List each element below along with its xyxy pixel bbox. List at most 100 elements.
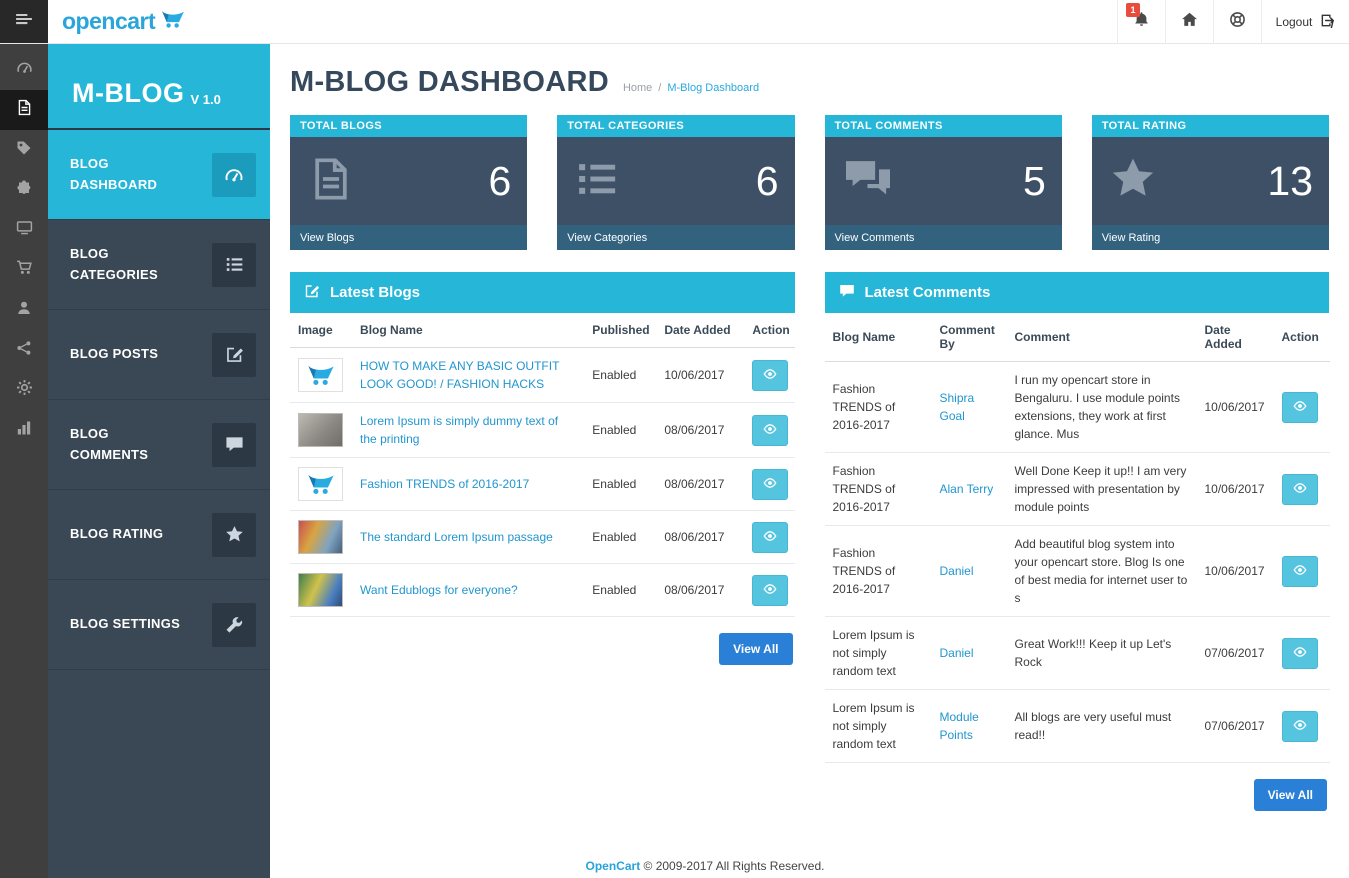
rail-item-catalog[interactable]	[0, 130, 48, 170]
breadcrumb-home-link[interactable]: Home	[622, 82, 653, 94]
sidebar-item-blog-categories[interactable]: BLOG CATEGORIES	[48, 220, 270, 310]
date-added: 10/06/2017	[656, 347, 745, 403]
sidebar-item-blog-comments[interactable]: BLOG COMMENTS	[48, 400, 270, 490]
comment-row: Lorem Ipsum is not simply random text Da…	[824, 616, 1330, 690]
rail-item-extensions[interactable]	[0, 170, 48, 210]
tile-value: 5	[1022, 157, 1046, 204]
rail-item-blog[interactable]	[0, 90, 48, 130]
file-icon	[308, 156, 354, 207]
copyright-text: © 2009-2017 All Rights Reserved.	[640, 859, 825, 873]
view-blog-button[interactable]	[752, 521, 789, 553]
view-comment-button[interactable]	[1281, 391, 1318, 423]
file-icon	[16, 99, 33, 121]
rail-item-reports[interactable]	[0, 410, 48, 450]
comment-text: All blogs are very useful must read!!	[1006, 689, 1197, 763]
monitor-icon	[16, 219, 33, 241]
notifications-button[interactable]: 1	[1117, 0, 1165, 43]
latest-comments-table: Blog Name Comment By Comment Date Added …	[824, 313, 1330, 763]
comment-author-link[interactable]: Daniel	[939, 646, 974, 660]
sidebar-item-blog-posts[interactable]: BLOG POSTS	[48, 310, 270, 400]
view-comment-button[interactable]	[1281, 473, 1318, 505]
rail-item-system[interactable]	[0, 370, 48, 410]
comments-icon	[843, 157, 893, 206]
comment-author-link[interactable]: Alan Terry	[939, 482, 994, 496]
view-blogs-link[interactable]: View Blogs	[290, 225, 528, 250]
view-blog-button[interactable]	[752, 468, 789, 500]
comment-row: Lorem Ipsum is not simply random text Mo…	[824, 689, 1330, 763]
view-blog-button[interactable]	[752, 359, 789, 391]
tile-value: 6	[488, 157, 512, 204]
blog-name-link[interactable]: The standard Lorem Ipsum passage	[360, 530, 553, 544]
blog-name-link[interactable]: HOW TO MAKE ANY BASIC OUTFIT LOOK GOOD! …	[360, 359, 560, 391]
share-icon	[16, 340, 32, 361]
blog-thumbnail	[298, 573, 343, 607]
logout-button[interactable]: Logout	[1261, 0, 1349, 43]
view-comment-button[interactable]	[1281, 637, 1318, 669]
eye-icon	[1292, 480, 1308, 499]
view-comment-button[interactable]	[1281, 555, 1318, 587]
blog-row: Fashion TRENDS of 2016-2017 Enabled 08/0…	[290, 457, 795, 511]
rail-item-marketing[interactable]	[0, 330, 48, 370]
view-blog-button[interactable]	[752, 574, 789, 606]
view-comment-button[interactable]	[1281, 710, 1318, 742]
view-blog-button[interactable]	[752, 414, 789, 446]
home-icon	[1181, 11, 1198, 33]
date-added: 08/06/2017	[656, 563, 745, 617]
breadcrumb: Home / M-Blog Dashboard	[623, 82, 759, 94]
support-button[interactable]	[1213, 0, 1261, 43]
comment-text: Great Work!!! Keep it up Let's Rock	[1006, 616, 1197, 690]
sidebar-item-label: BLOG COMMENTS	[70, 426, 149, 462]
list-icon	[575, 157, 619, 206]
rail-item-design[interactable]	[0, 210, 48, 250]
comment-author-link[interactable]: Daniel	[939, 564, 974, 578]
comment-author-link[interactable]: Module Points	[939, 710, 979, 742]
blog-row: Lorem Ipsum is simply dummy text of the …	[290, 402, 795, 458]
eye-icon	[1292, 562, 1308, 581]
eye-icon	[1292, 644, 1308, 663]
column-header: Image	[290, 313, 353, 348]
latest-blogs-panel: Latest Blogs Image Blog Name Published D…	[290, 272, 795, 665]
column-header: Comment By	[931, 313, 1007, 362]
cart-icon	[16, 259, 33, 281]
bar-chart-icon	[16, 420, 32, 441]
sidebar-item-blog-dashboard[interactable]: BLOG DASHBOARD	[48, 130, 270, 220]
life-ring-icon	[1229, 11, 1246, 33]
comment-author-link[interactable]: Shipra Goal	[939, 391, 975, 423]
eye-icon	[762, 581, 778, 600]
blog-name-link[interactable]: Lorem Ipsum is simply dummy text of the …	[360, 414, 559, 446]
opencart-logo[interactable]: opencart	[48, 0, 186, 43]
mblog-brand[interactable]: M-BLOG V 1.0	[48, 44, 270, 130]
comment-icon	[212, 422, 256, 467]
home-button[interactable]	[1165, 0, 1213, 43]
published-status: Enabled	[584, 457, 657, 511]
view-all-blogs-button[interactable]: View All	[719, 633, 793, 665]
blog-row: The standard Lorem Ipsum passage Enabled…	[290, 510, 795, 564]
rail-item-customers[interactable]	[0, 290, 48, 330]
sidebar-toggle-button[interactable]	[0, 0, 48, 43]
published-status: Enabled	[584, 402, 657, 458]
sidebar-item-blog-rating[interactable]: BLOG RATING	[48, 490, 270, 580]
view-all-comments-button[interactable]: View All	[1253, 779, 1327, 811]
comment-blog-name: Lorem Ipsum is not simply random text	[824, 616, 932, 690]
tile-value: 13	[1267, 157, 1313, 204]
brand-version: V 1.0	[190, 92, 221, 107]
brand-name: M-BLOG	[72, 78, 185, 108]
breadcrumb-current[interactable]: M-Blog Dashboard	[667, 82, 760, 94]
view-categories-link[interactable]: View Categories	[557, 225, 795, 250]
blog-name-link[interactable]: Want Edublogs for everyone?	[360, 583, 518, 597]
eye-icon	[1292, 398, 1308, 417]
latest-comments-panel: Latest Comments Blog Name Comment By Com…	[824, 272, 1330, 811]
view-comments-link[interactable]: View Comments	[824, 225, 1062, 250]
topbar-spacer	[186, 0, 1117, 43]
rail-item-dashboard[interactable]	[0, 50, 48, 90]
rail-item-sales[interactable]	[0, 250, 48, 290]
blog-thumbnail	[298, 520, 343, 554]
published-status: Enabled	[584, 347, 657, 403]
blog-name-link[interactable]: Fashion TRENDS of 2016-2017	[360, 477, 530, 491]
comment-text: Add beautiful blog system into your open…	[1006, 525, 1197, 617]
topbar: opencart 1 Logout	[0, 0, 1349, 44]
comment-text: Well Done Keep it up!! I am very impress…	[1006, 452, 1197, 526]
sidebar-item-blog-settings[interactable]: BLOG SETTINGS	[48, 580, 270, 670]
view-rating-link[interactable]: View Rating	[1091, 225, 1329, 250]
opencart-footer-link[interactable]: OpenCart	[585, 859, 641, 873]
